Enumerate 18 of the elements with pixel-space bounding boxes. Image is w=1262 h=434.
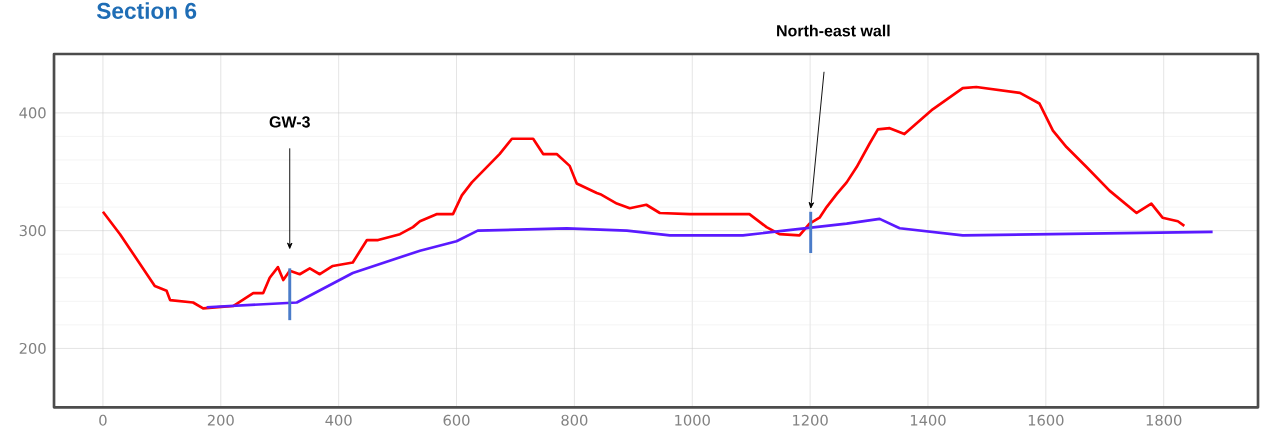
x-tick-label: 200 bbox=[207, 414, 234, 426]
annotation: GW-3 bbox=[269, 116, 310, 128]
chart-title: Section 6 bbox=[96, 2, 197, 19]
x-tick-label: 1600 bbox=[1028, 414, 1064, 426]
line-series bbox=[101, 85, 1186, 310]
y-tick-label: 300 bbox=[19, 225, 46, 237]
x-tick-label: 1400 bbox=[910, 414, 946, 426]
x-tick-label: 0 bbox=[99, 414, 107, 426]
x-tick-label: 1200 bbox=[793, 414, 828, 426]
x-tick-label: 400 bbox=[325, 414, 352, 426]
x-tick-label: 1800 bbox=[1146, 414, 1182, 426]
line-series bbox=[205, 217, 1214, 309]
x-tick-label: 800 bbox=[561, 414, 588, 426]
x-tick-label: 600 bbox=[443, 414, 470, 426]
y-tick-label: 200 bbox=[19, 342, 46, 354]
x-tick-label: 1000 bbox=[675, 414, 710, 426]
y-tick-label: 400 bbox=[19, 107, 46, 119]
text: North-east wall bbox=[777, 24, 890, 37]
